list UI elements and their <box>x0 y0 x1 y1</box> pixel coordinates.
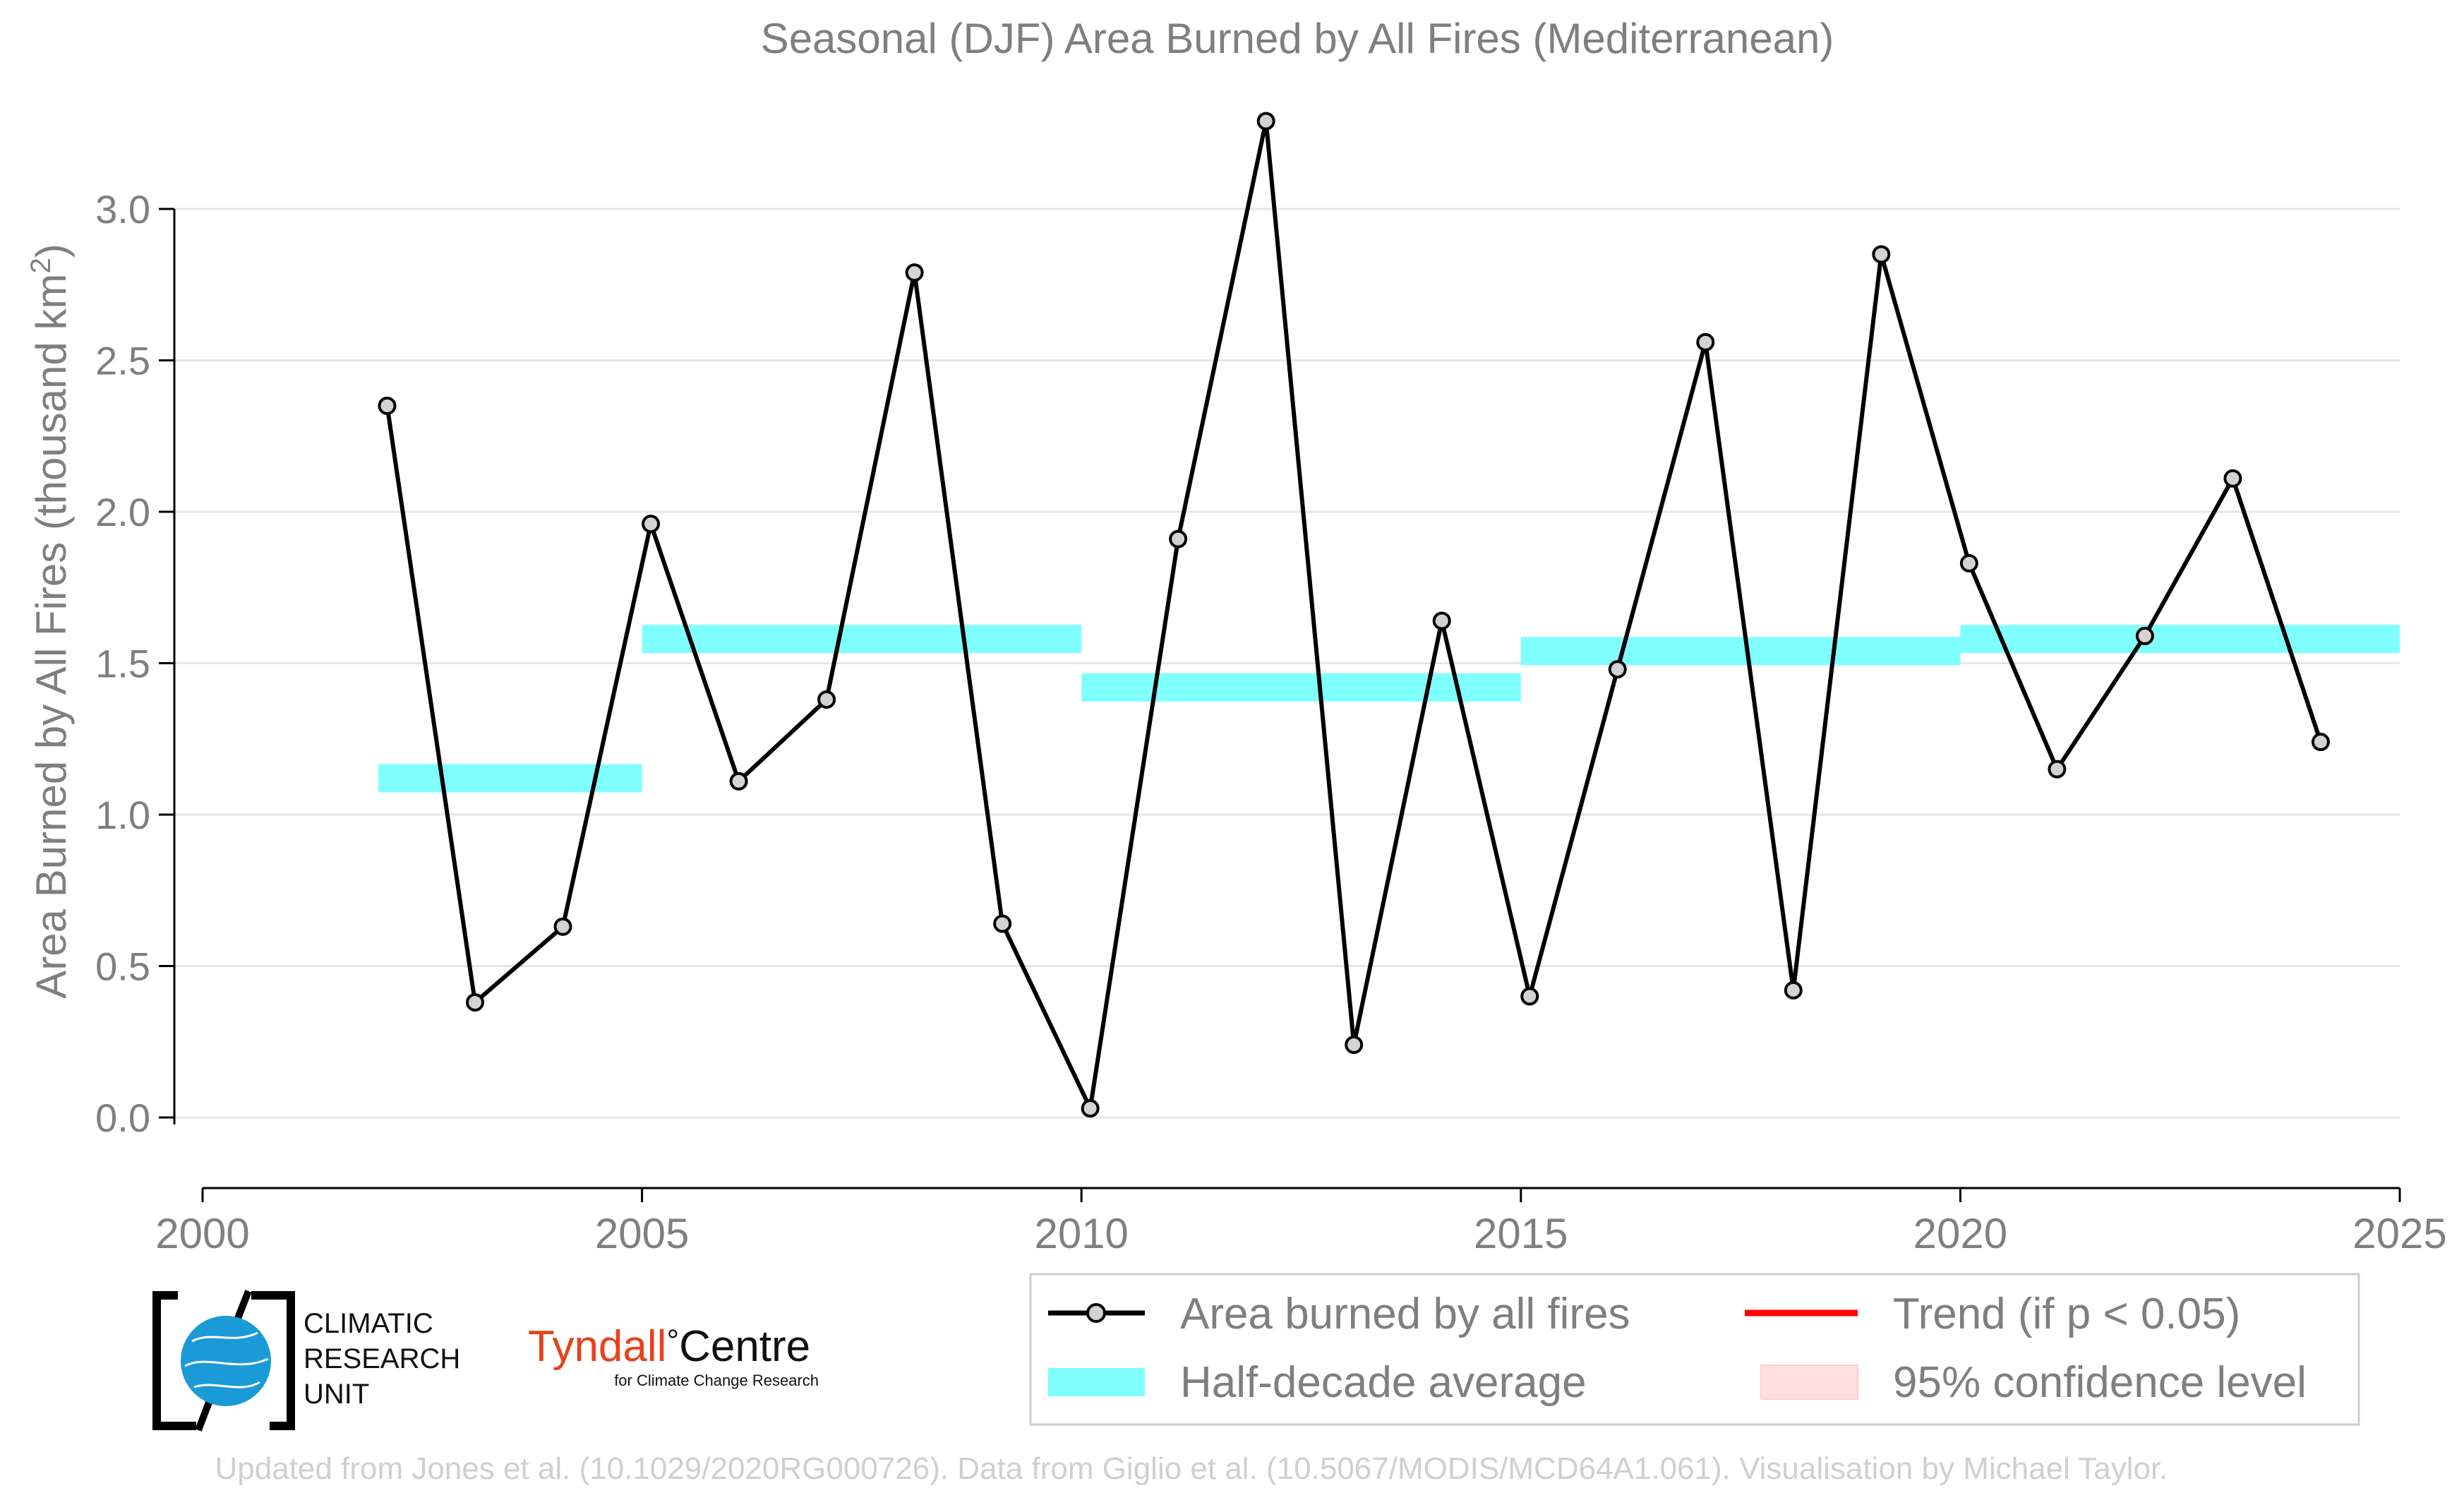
cru-slash-bottom <box>195 1399 213 1432</box>
globe-icon <box>181 1316 271 1406</box>
x-tick-label: 2000 <box>155 1210 249 1257</box>
data-point-9 <box>1169 529 1188 548</box>
legend-label-area-burned: Area burned by all fires <box>1180 1290 1630 1338</box>
tyndall-subtitle: for Climate Change Research <box>614 1372 819 1389</box>
half-decade-band-1 <box>642 625 1082 654</box>
y-axis-label: Area Burned by All Fires (thousand km2) <box>25 244 75 998</box>
globe-contour-1 <box>191 1331 258 1343</box>
half-decade-band-4 <box>1960 625 2400 654</box>
x-tick-label: 2015 <box>1474 1210 1568 1257</box>
data-point-17 <box>1872 245 1891 264</box>
data-point-3 <box>642 515 661 534</box>
cru-bracket-right <box>251 1291 295 1430</box>
series-line <box>385 119 2323 1111</box>
data-point-1 <box>466 993 485 1012</box>
y-tick-label: 0.0 <box>95 1096 150 1140</box>
cru-slash-top <box>234 1290 252 1321</box>
cru-text-line-3: UNIT <box>304 1379 369 1410</box>
tyndall-wordmark: Tyndall°Centre <box>528 1322 810 1371</box>
y-tick-label: 1.5 <box>95 642 150 686</box>
y-axis-label-close: ) <box>28 244 75 258</box>
data-point-18 <box>1959 553 1978 572</box>
x-tick-label: 2005 <box>595 1210 689 1257</box>
series-area-burned <box>385 119 2323 1111</box>
data-point-22 <box>2311 733 2330 752</box>
legend-frame <box>1029 1273 2360 1426</box>
globe-contour-2 <box>184 1357 269 1367</box>
x-tick-label: 2010 <box>1034 1210 1128 1257</box>
legend-swatch-half-decade <box>1048 1368 1145 1396</box>
data-point-13 <box>1520 987 1539 1006</box>
y-tick-label: 0.5 <box>95 945 150 989</box>
data-point-11 <box>1345 1036 1364 1055</box>
credit-line: Updated from Jones et al. (10.1029/2020R… <box>215 1451 2168 1486</box>
half-decade-band-3 <box>1520 637 1961 666</box>
data-point-21 <box>2223 469 2242 488</box>
y-tick-label: 1.0 <box>95 793 150 837</box>
legend-label-trend: Trend (if p < 0.05) <box>1893 1290 2240 1338</box>
data-point-15 <box>1696 332 1715 352</box>
y-tick-label: 2.5 <box>95 339 150 383</box>
y-tick-label: 3.0 <box>95 187 150 232</box>
cru-text-line-1: CLIMATIC <box>304 1308 433 1339</box>
data-point-7 <box>993 914 1012 933</box>
chart-title: Seasonal (DJF) Area Burned by All Fires … <box>761 15 1834 62</box>
data-point-19 <box>2048 760 2067 779</box>
y-axis-label-sup: 2 <box>25 258 56 273</box>
data-point-2 <box>553 917 572 936</box>
x-tick-label: 2025 <box>2352 1210 2446 1257</box>
globe-contour-3 <box>193 1381 260 1389</box>
tyndall-degree: ° <box>666 1324 679 1358</box>
tyndall-logo: Tyndall°Centre for Climate Change Resear… <box>528 1322 819 1389</box>
data-point-0 <box>378 396 397 415</box>
data-point-16 <box>1784 981 1803 1000</box>
x-tick-label: 2020 <box>1913 1210 2007 1257</box>
legend: Area burned by all fires Half-decade ave… <box>1029 1273 2360 1426</box>
y-tick-label: 2.0 <box>95 490 150 534</box>
half-decade-band-0 <box>378 764 642 793</box>
data-point-6 <box>905 263 924 282</box>
legend-swatch-marker <box>1086 1303 1106 1323</box>
data-point-10 <box>1256 112 1275 131</box>
data-point-4 <box>729 772 748 791</box>
cru-text-line-2: RESEARCH <box>304 1343 460 1374</box>
cru-logo: CLIMATIC RESEARCH UNIT <box>152 1290 460 1432</box>
legend-label-half-decade: Half-decade average <box>1180 1358 1587 1407</box>
data-point-14 <box>1608 660 1627 679</box>
tyndall-centre: Centre <box>679 1322 810 1371</box>
x-axis: 2000 2005 2010 2015 2020 2025 <box>155 1187 2447 1257</box>
data-point-12 <box>1432 611 1451 630</box>
legend-swatch-confidence <box>1760 1365 1858 1400</box>
data-point-20 <box>2135 626 2154 645</box>
legend-label-confidence: 95% confidence level <box>1893 1358 2307 1407</box>
data-point-8 <box>1081 1099 1100 1118</box>
data-points <box>378 112 2330 1118</box>
tyndall-name: Tyndall <box>528 1322 666 1371</box>
cru-bracket-left <box>152 1291 196 1430</box>
y-axis-label-main: Area Burned by All Fires (thousand km <box>28 274 75 999</box>
data-point-5 <box>817 690 836 709</box>
y-axis: 0.0 0.5 1.0 1.5 2.0 2.5 3.0 <box>95 187 176 1140</box>
